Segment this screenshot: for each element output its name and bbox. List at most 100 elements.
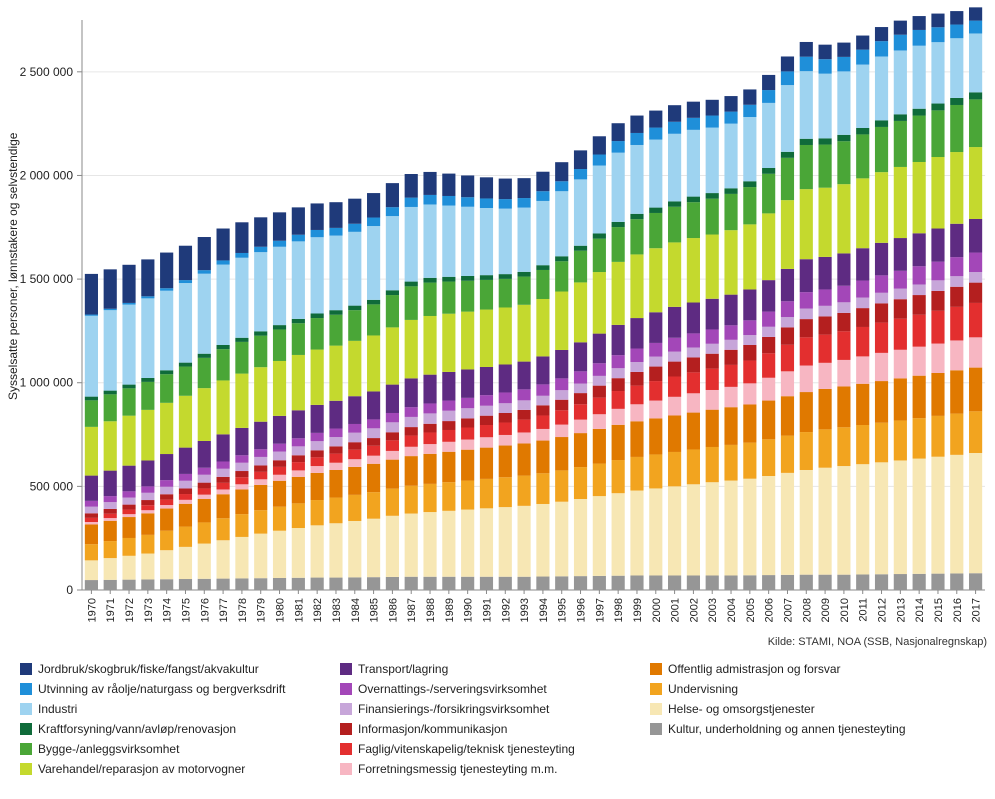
legend-item: Jordbruk/skogbruk/fiske/fangst/akvakultu… bbox=[20, 660, 340, 678]
bar-segment bbox=[423, 484, 436, 512]
bar-segment bbox=[593, 155, 606, 166]
bar-segment bbox=[800, 189, 813, 259]
bar-segment bbox=[856, 281, 869, 298]
bar-segment bbox=[743, 117, 756, 181]
bar-segment bbox=[875, 243, 888, 276]
bar-segment bbox=[122, 538, 135, 556]
bar-segment bbox=[104, 541, 117, 558]
bar-segment bbox=[386, 207, 399, 216]
bar-segment bbox=[329, 228, 342, 236]
bar-segment bbox=[706, 199, 719, 235]
bar-segment bbox=[819, 468, 832, 575]
bar-segment bbox=[104, 421, 117, 470]
bar-segment bbox=[969, 272, 982, 283]
bar-segment bbox=[649, 208, 662, 213]
bar-segment bbox=[480, 177, 493, 198]
bar-segment bbox=[518, 577, 531, 590]
bar-segment bbox=[518, 305, 531, 362]
bar-segment bbox=[292, 241, 305, 319]
bar-segment bbox=[555, 390, 568, 400]
bar-segment bbox=[931, 42, 944, 103]
bar-segment bbox=[179, 488, 192, 494]
bar-segment bbox=[499, 209, 512, 274]
bar-segment bbox=[386, 413, 399, 422]
bar-segment bbox=[329, 401, 342, 429]
bar-segment bbox=[405, 407, 418, 417]
bar-segment bbox=[85, 400, 98, 427]
bar-segment bbox=[649, 213, 662, 248]
bar-segment bbox=[160, 403, 173, 454]
bar-segment bbox=[800, 259, 813, 292]
bar-segment bbox=[141, 296, 154, 298]
bar-segment bbox=[724, 481, 737, 576]
bar-segment bbox=[499, 392, 512, 403]
bar-segment bbox=[913, 233, 926, 266]
bar-segment bbox=[423, 283, 436, 316]
bar-segment bbox=[367, 428, 380, 438]
bar-segment bbox=[442, 401, 455, 411]
bar-segment bbox=[630, 214, 643, 219]
bar-segment bbox=[386, 516, 399, 577]
bar-segment bbox=[198, 237, 211, 270]
y-tick-label: 2 500 000 bbox=[20, 65, 74, 79]
bar-segment bbox=[499, 577, 512, 590]
legend-item: Bygge-/anleggsvirksomhet bbox=[20, 740, 340, 758]
bar-segment bbox=[104, 521, 117, 541]
bar-segment bbox=[122, 385, 135, 389]
bar-segment bbox=[499, 423, 512, 435]
bar-segment bbox=[141, 460, 154, 486]
bar-segment bbox=[762, 401, 775, 440]
legend-swatch bbox=[650, 663, 662, 675]
bar-segment bbox=[743, 181, 756, 187]
legend-label: Transport/lagring bbox=[358, 662, 448, 676]
bar-segment bbox=[969, 411, 982, 453]
bar-segment bbox=[574, 404, 587, 419]
x-tick-label: 2010 bbox=[839, 598, 851, 622]
bar-segment bbox=[179, 481, 192, 489]
bar-segment bbox=[649, 111, 662, 128]
bar-segment bbox=[405, 174, 418, 198]
bar-segment bbox=[856, 178, 869, 248]
bar-segment bbox=[141, 510, 154, 513]
bar-segment bbox=[499, 413, 512, 423]
bar-segment bbox=[461, 408, 474, 418]
bar-segment bbox=[950, 455, 963, 574]
x-tick-label: 1987 bbox=[406, 598, 418, 622]
x-tick-label: 1991 bbox=[481, 598, 493, 622]
bar-segment bbox=[273, 247, 286, 325]
bar-segment bbox=[480, 448, 493, 479]
bar-segment bbox=[950, 276, 963, 287]
bar-segment bbox=[311, 313, 324, 318]
bar-segment bbox=[875, 56, 888, 120]
bar-segment bbox=[311, 237, 324, 313]
bar-segment bbox=[348, 467, 361, 495]
bar-segment bbox=[913, 418, 926, 458]
bar-segment bbox=[386, 290, 399, 295]
bar-segment bbox=[819, 335, 832, 363]
bar-segment bbox=[630, 362, 643, 372]
legend-label: Faglig/vitenskapelig/teknisk tjenesteyti… bbox=[358, 742, 575, 756]
bar-segment bbox=[405, 320, 418, 378]
bar-segment bbox=[781, 85, 794, 152]
x-tick-label: 1976 bbox=[199, 598, 211, 622]
bar-segment bbox=[762, 312, 775, 327]
bar-segment bbox=[480, 508, 493, 576]
bar-segment bbox=[781, 56, 794, 71]
bar-segment bbox=[781, 345, 794, 372]
bar-segment bbox=[612, 378, 625, 391]
bar-segment bbox=[367, 456, 380, 464]
bar-segment bbox=[612, 153, 625, 222]
bar-segment bbox=[856, 327, 869, 356]
bar-segment bbox=[461, 398, 474, 408]
bar-segment bbox=[104, 580, 117, 590]
bar-segment bbox=[555, 410, 568, 424]
legend-swatch bbox=[20, 703, 32, 715]
bar-segment bbox=[235, 338, 248, 342]
x-tick-label: 2000 bbox=[651, 598, 663, 622]
bar-segment bbox=[329, 454, 342, 463]
bar-segment bbox=[386, 577, 399, 590]
bar-segment bbox=[217, 489, 230, 494]
bar-segment bbox=[612, 222, 625, 227]
bar-segment bbox=[160, 531, 173, 550]
bar-segment bbox=[612, 576, 625, 590]
